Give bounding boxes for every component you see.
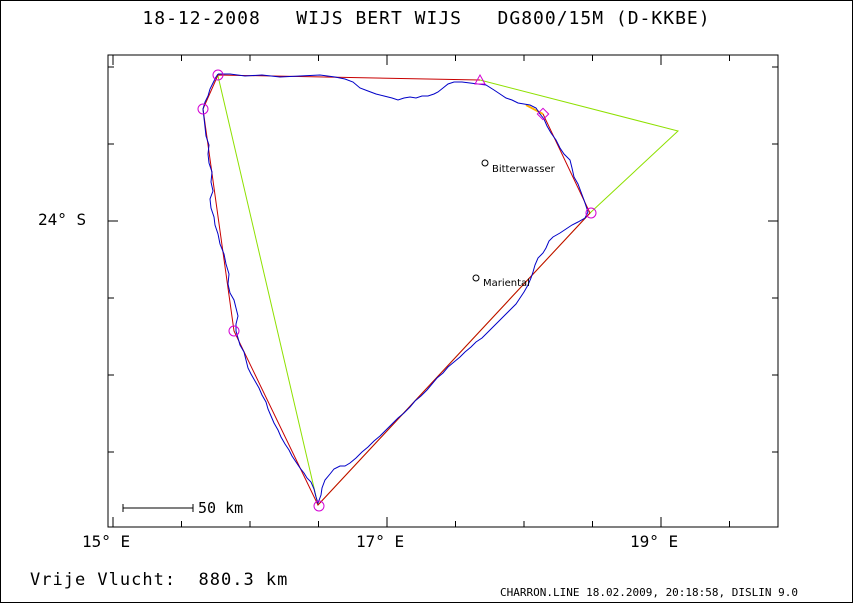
turnpoint-marker: [212, 69, 224, 81]
leg-segment: [525, 104, 544, 115]
place-dot-bitterwasser: [481, 159, 489, 167]
scale-label: 50 km: [198, 499, 244, 517]
turnpoint-marker: [313, 500, 325, 512]
start-marker: [536, 107, 550, 121]
place-label-bitterwasser: Bitterwasser: [492, 164, 556, 175]
longitude-label-15e: 15° E: [82, 532, 131, 551]
finish-marker: [474, 73, 486, 85]
axis-ticks: [108, 55, 778, 527]
turnpoint-markers: [197, 69, 597, 512]
latitude-label: 24° S: [38, 210, 87, 229]
scale-bar: [122, 504, 194, 512]
turnpoint-marker: [585, 207, 597, 219]
plot-border: [107, 54, 779, 528]
longitude-label-19e: 19° E: [630, 532, 679, 551]
longitude-label-17e: 17° E: [356, 532, 405, 551]
place-dot-mariental: [472, 274, 480, 282]
distance-summary: Vrije Vlucht: 880.3 km: [30, 570, 289, 590]
turnpoint-marker: [228, 325, 240, 337]
credits-line: CHARRON.LINE 18.02.2009, 20:18:58, DISLI…: [500, 586, 799, 599]
place-label-mariental: Mariental: [483, 278, 530, 289]
task-lines: [202, 74, 591, 506]
turnpoint-marker: [197, 103, 209, 115]
flight-title: 18-12-2008 WIJS BERT WIJS DG800/15M (D-K…: [142, 8, 711, 29]
flight-track: [202, 73, 589, 505]
